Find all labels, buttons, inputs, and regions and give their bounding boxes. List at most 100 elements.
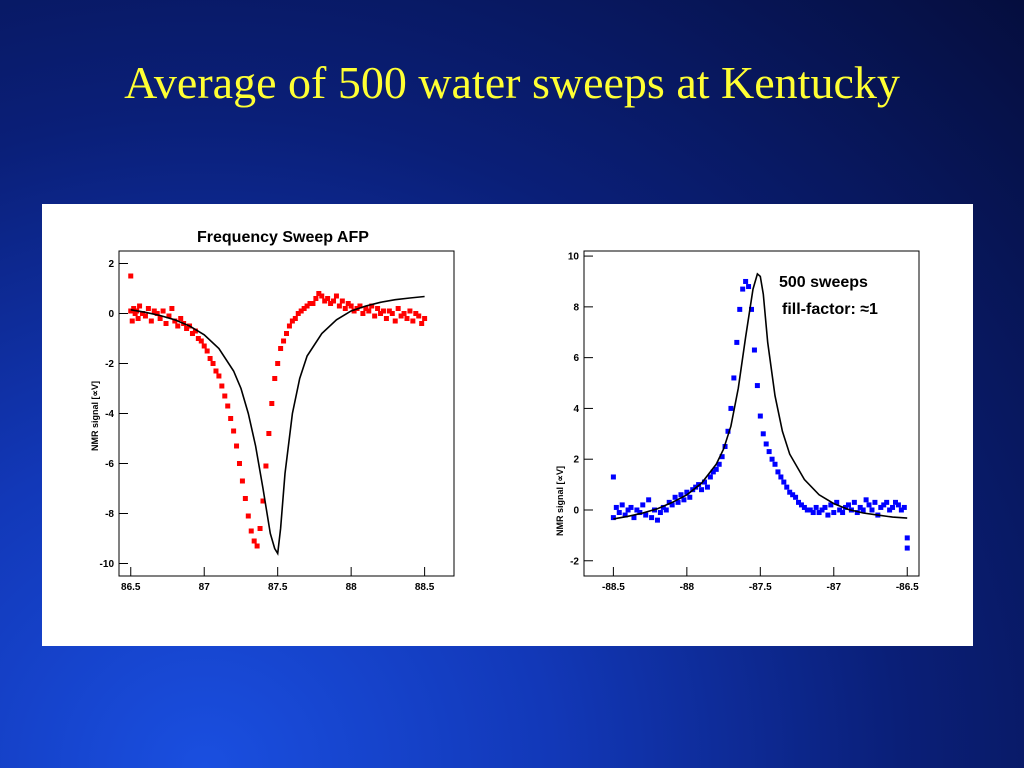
slide-title: Average of 500 water sweeps at Kentucky [124,57,900,108]
data-point [304,303,310,309]
data-point [763,441,769,447]
data-point [701,479,707,485]
data-point [184,326,190,331]
data-point [869,507,875,513]
data-point [672,494,678,500]
data-point [272,376,278,381]
data-point [163,321,169,326]
data-point [619,502,625,508]
data-point [148,318,154,324]
chart-title: Frequency Sweep AFP [197,229,369,246]
data-point [275,361,281,366]
data-point [395,306,401,311]
data-point [749,306,754,312]
data-point [881,502,887,508]
data-point [251,538,257,544]
data-point [195,336,201,341]
data-point [128,308,134,314]
data-point [281,338,287,344]
y-tick-label: -2 [105,359,114,370]
data-point [142,313,148,319]
data-point [878,504,884,510]
data-point [331,298,337,304]
data-point [301,306,307,311]
data-point [257,526,263,531]
data-point [339,298,345,304]
y-tick-label: 0 [573,505,579,516]
data-point [675,499,681,505]
data-point [772,461,778,467]
y-tick-label: -2 [570,556,579,567]
data-point [728,405,734,411]
data-point [129,318,135,324]
data-point [157,316,163,321]
data-point [687,494,693,500]
y-axis-label: NMR signal [∝V] [555,466,565,536]
data-point [131,306,137,311]
y-tick-label: 0 [108,309,114,320]
data-point [295,311,301,316]
x-tick-label: 87.5 [268,582,288,593]
data-point [242,496,248,501]
data-point [807,507,813,513]
data-point [278,346,284,351]
data-point [798,502,804,508]
data-point [322,298,328,304]
data-point [616,510,622,516]
data-point [704,484,710,490]
data-point [213,368,219,374]
data-point [269,401,275,406]
data-point [801,504,807,510]
data-point [225,403,231,409]
data-point [640,502,646,508]
fit-curve [613,272,908,520]
data-point [166,313,172,319]
data-point [160,308,166,314]
data-point [248,528,254,534]
data-point [831,510,837,516]
data-point [342,306,348,311]
data-point [796,499,802,505]
data-point [378,311,384,316]
data-point [239,478,245,484]
tick-group: -88.5 -88 -87.5 -87 -86.5 10 8 6 4 2 0 -2 [568,252,919,593]
data-point [154,311,160,316]
data-point [316,291,322,296]
data-point [769,456,775,462]
data-point [631,515,637,521]
data-point [851,499,857,505]
data-point [201,343,207,349]
y-tick-label: -4 [105,409,114,420]
data-point [198,338,204,344]
data-point [757,413,763,419]
data-point [663,507,669,513]
data-point [234,443,240,449]
data-point [372,313,378,319]
data-point [843,504,849,510]
data-point [286,323,292,329]
data-point [707,474,713,480]
data-point [784,484,790,490]
data-point [389,311,395,316]
data-point [678,492,684,498]
data-point [245,513,251,519]
data-point [380,308,386,314]
y-tick-label: 10 [568,252,580,263]
fit-curve [130,295,425,556]
y-tick-label: -8 [105,509,114,520]
data-point [325,296,331,301]
data-point [904,545,910,551]
data-point [613,504,619,510]
y-axis-label: NMR signal [∝V] [90,381,100,451]
data-point [398,313,404,319]
data-point [904,535,910,541]
data-point [172,318,178,324]
data-point [310,301,316,306]
data-point [863,497,869,503]
data-point [298,308,304,314]
data-point [713,466,719,472]
data-point [404,316,410,321]
data-point [813,504,819,510]
y-tick-label: 2 [108,259,114,270]
data-point [263,463,269,469]
